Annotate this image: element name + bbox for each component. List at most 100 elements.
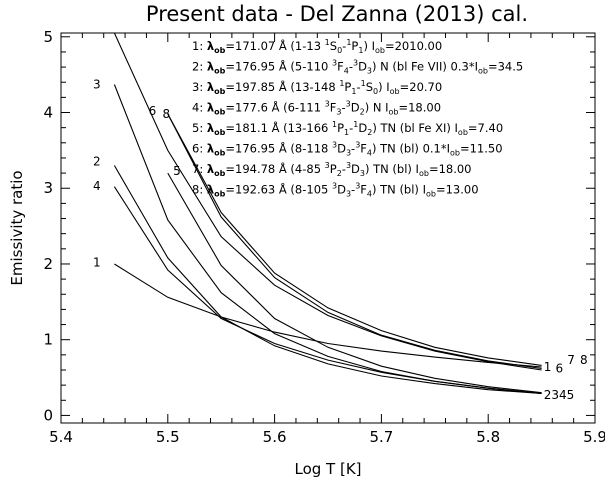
legend-entry-segment: 4 — [367, 190, 372, 199]
y-tick-label: 2 — [43, 255, 53, 273]
legend-entry-segment: ) I — [363, 39, 375, 53]
legend-entry-segment: λ — [207, 121, 214, 135]
legend-entry-segment: P — [351, 39, 358, 53]
legend-entry-segment: λ — [207, 183, 214, 197]
legend-entry-segment: 3 — [353, 59, 358, 68]
x-tick-label: 5.5 — [156, 428, 180, 446]
legend-entry-segment: 1: — [192, 39, 207, 53]
series-line-7 — [167, 113, 542, 366]
legend-entry-segment: F — [360, 142, 367, 156]
x-axis-label: Log T [K] — [294, 460, 361, 478]
x-tick-label: 5.8 — [476, 428, 500, 446]
curve-label: 2345 — [544, 388, 575, 402]
y-tick-label: 1 — [43, 331, 53, 349]
legend-entry-segment: =7.40 — [468, 121, 503, 135]
legend-entry-segment: ob — [458, 128, 468, 137]
legend-entry-segment: =176.95 Å (8-118 — [225, 141, 332, 156]
legend-entry-segment: D — [351, 101, 360, 115]
legend-entry-segment: ob — [214, 128, 225, 137]
legend-entry-segment: 1 — [358, 46, 363, 55]
legend-entry-segment: 1 — [351, 87, 356, 96]
curve-label: 8 — [162, 107, 170, 121]
legend-entry-segment: S — [330, 39, 337, 53]
legend-entry-segment: ob — [390, 87, 400, 96]
curve-label: 5 — [173, 164, 181, 178]
legend-entry-segment: 3 — [332, 141, 337, 150]
legend-entry-segment: 3 — [325, 100, 330, 109]
legend-entry: 2: λob=176.95 Å (5-110 3F4-3D3) N (bl Fe… — [192, 59, 523, 76]
legend-entry-segment: 3 — [346, 149, 351, 158]
curve-label: 3 — [93, 77, 101, 91]
series-line-1 — [114, 263, 542, 368]
legend-entry-segment: =197.85 Å (13-148 — [225, 79, 339, 94]
legend-entry-segment: ob — [214, 169, 225, 178]
curve-label: 6 — [149, 104, 157, 118]
legend-entry: 5: λob=181.1 Å (13-166 1P1-1D2) TN (bl F… — [192, 120, 503, 137]
legend-entry-segment: 3: — [192, 80, 207, 94]
y-tick-label: 3 — [43, 179, 53, 197]
legend-entry-segment: =34.5 — [488, 60, 523, 74]
legend-entry-segment: 1 — [344, 128, 349, 137]
y-tick-label: 5 — [43, 28, 53, 46]
axis-ticks — [60, 33, 596, 423]
legend-entry-segment: ) TN (bl Fe XI) I — [372, 121, 458, 135]
legend-entry-segment: S — [366, 80, 373, 94]
legend-entry-segment: ob — [214, 87, 225, 96]
chart-title: Present data - Del Zanna (2013) cal. — [146, 2, 528, 26]
legend-entry-segment: 4 — [367, 149, 372, 158]
curve-label: 1 — [544, 360, 552, 374]
legend-entry-segment: ob — [419, 169, 429, 178]
legend-entry-segment: 3 — [355, 141, 360, 150]
legend-entry-segment: 2 — [337, 169, 342, 178]
legend-entry-segment: 1 — [339, 79, 344, 88]
legend-entry-segment: =171.07 Å (1-13 — [225, 38, 324, 53]
legend-entry-segment: F — [360, 183, 367, 197]
legend-entry-segment: =18.00 — [398, 101, 441, 115]
series-line-8 — [167, 113, 542, 370]
legend-entry: 1: λob=171.07 Å (1-13 1S0-1P1) Iob=2010.… — [192, 38, 442, 55]
legend-entry-segment: D — [358, 60, 367, 74]
legend-entry: 3: λob=197.85 Å (13-148 1P1-1S0) Iob=20.… — [192, 79, 442, 96]
legend-entry-segment: F — [337, 60, 344, 74]
x-tick-label: 5.4 — [49, 428, 73, 446]
legend-entry-segment: 2 — [360, 108, 365, 117]
series-line-2 — [113, 165, 542, 395]
legend-entry: 7: λob=194.78 Å (4-85 3P2-3D3) TN (bl) I… — [192, 161, 472, 178]
legend-entry-segment: λ — [207, 80, 214, 94]
legend-entry-segment: =18.00 — [429, 162, 472, 176]
legend-entry-segment: 4 — [344, 67, 349, 76]
legend-entry-segment: λ — [207, 60, 214, 74]
legend-entry-segment: ) N (bl Fe VII) 0.3*I — [372, 60, 478, 74]
legend-entry-segment: D — [351, 162, 360, 176]
legend-entry-segment: 0 — [373, 87, 378, 96]
curve-label: 7 — [567, 353, 575, 367]
legend-entry: 8: λob=192.63 Å (8-105 3D3-3F4) TN (bl) … — [192, 182, 479, 199]
legend-entry: 4: λob=177.6 Å (6-111 3F3-3D2) N Iob=18.… — [192, 100, 441, 117]
legend-entry-segment: 6: — [192, 142, 207, 156]
legend-entry-segment: D — [337, 142, 346, 156]
legend-entry-segment: - — [349, 121, 353, 135]
legend-entry-segment: =192.63 Å (8-105 — [225, 182, 332, 197]
x-tick-label: 5.9 — [583, 428, 605, 446]
legend-entry-segment: λ — [207, 142, 214, 156]
legend-entry-segment: ob — [214, 149, 225, 158]
legend-entry-segment: 3 — [332, 59, 337, 68]
legend-entry-segment: ob — [214, 46, 225, 55]
series-line-5 — [167, 172, 542, 394]
legend-entry-segment: - — [351, 183, 355, 197]
legend-entry-segment: 3 — [360, 169, 365, 178]
legend-entry-segment: P — [337, 121, 344, 135]
legend-entry-segment: =11.50 — [460, 142, 503, 156]
curve-label: 4 — [93, 179, 101, 193]
y-tick-label: 0 — [43, 406, 53, 424]
x-tick-label: 5.7 — [369, 428, 393, 446]
legend-entry-segment: =176.95 Å (5-110 — [225, 59, 332, 74]
legend-entry-segment: =20.70 — [400, 80, 443, 94]
legend-entry-segment: D — [337, 183, 346, 197]
legend-entry-segment: 4: — [192, 101, 207, 115]
legend-entry-segment: =181.1 Å (13-166 — [225, 120, 332, 135]
legend-entry-segment: 7: — [192, 162, 207, 176]
